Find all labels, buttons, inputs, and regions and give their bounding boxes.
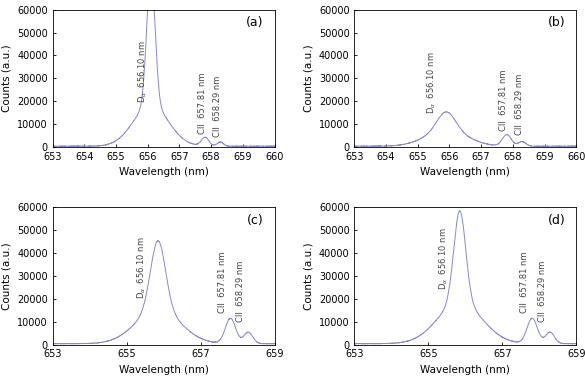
Text: (d): (d) [548,214,565,227]
Text: D$_\alpha$  656.10 nm: D$_\alpha$ 656.10 nm [137,41,149,104]
Text: CII  658.29 nm: CII 658.29 nm [515,74,524,136]
Y-axis label: Counts (a.u.): Counts (a.u.) [303,242,313,310]
Text: CII  657.81 nm: CII 657.81 nm [198,73,207,134]
Y-axis label: Counts (a.u.): Counts (a.u.) [303,44,313,112]
Text: CII  657.81 nm: CII 657.81 nm [520,251,529,313]
Text: (b): (b) [548,17,565,30]
Y-axis label: Counts (a.u.): Counts (a.u.) [2,44,12,112]
Text: CII  657.81 nm: CII 657.81 nm [218,251,227,313]
Text: D$_\alpha$  656.10 nm: D$_\alpha$ 656.10 nm [438,227,450,290]
Text: CII  658.29 nm: CII 658.29 nm [213,75,222,137]
X-axis label: Wavelength (nm): Wavelength (nm) [421,167,510,177]
Text: (a): (a) [246,17,263,30]
X-axis label: Wavelength (nm): Wavelength (nm) [421,365,510,375]
Text: CII  658.29 nm: CII 658.29 nm [236,260,245,322]
X-axis label: Wavelength (nm): Wavelength (nm) [119,365,208,375]
Text: D$_\alpha$  656.10 nm: D$_\alpha$ 656.10 nm [136,236,149,299]
Text: CII  657.81 nm: CII 657.81 nm [500,70,508,131]
Y-axis label: Counts (a.u.): Counts (a.u.) [2,242,12,310]
X-axis label: Wavelength (nm): Wavelength (nm) [119,167,208,177]
Text: (c): (c) [247,214,263,227]
Text: D$_\alpha$  656.10 nm: D$_\alpha$ 656.10 nm [426,51,438,114]
Text: CII  658.29 nm: CII 658.29 nm [538,260,547,322]
